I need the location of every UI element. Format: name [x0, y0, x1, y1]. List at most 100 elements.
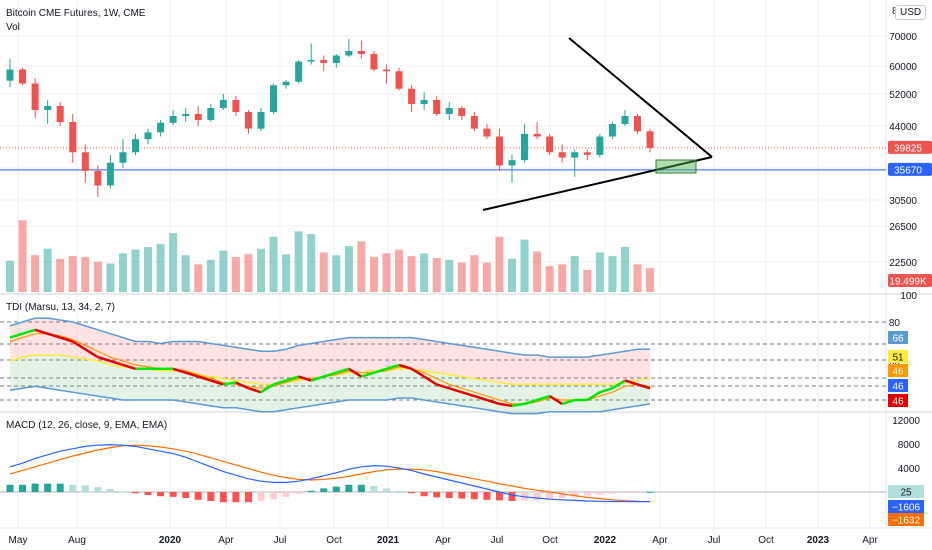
tdi-rsi-segment-38: [486, 398, 500, 406]
price-tick-label-5: 30500: [889, 196, 917, 207]
candle-body-22: [282, 81, 290, 86]
volume-bar-4: [56, 258, 65, 292]
macd-histogram-bar-51: [646, 491, 654, 493]
candle-body-24: [307, 60, 315, 62]
macd-histogram-bar-9: [119, 491, 127, 493]
candle-51: [646, 128, 654, 153]
macd-value-badge-text-2: −1632: [892, 516, 921, 527]
volume-bar-22: [282, 254, 291, 292]
candle-body-39: [495, 136, 503, 166]
candle-27: [345, 39, 353, 57]
macd-histogram-bar-21: [270, 492, 278, 500]
candle-35: [445, 102, 453, 120]
tdi-rsi-segment-41: [524, 398, 538, 406]
volume-bar-16: [206, 259, 215, 292]
x-axis[interactable]: May Aug 2020 Apr Jul Oct 2021 Apr Jul Oct 2022 Apr J…: [9, 535, 879, 546]
volume-bar-7: [93, 261, 102, 292]
price-tick-label-1: 60000: [889, 62, 917, 73]
volume-bar-37: [470, 255, 479, 292]
macd-value-badge-text-1: −1606: [892, 503, 921, 514]
volume-bar-49: [620, 246, 629, 292]
volume-pane: [6, 220, 655, 292]
candle-19: [244, 110, 252, 134]
volume-bar-3: [43, 248, 52, 292]
candle-body-44: [558, 152, 566, 158]
volume-bar-12: [156, 244, 165, 292]
tdi-rsi-segment-48: [611, 379, 626, 390]
volume-bar-36: [457, 262, 466, 292]
macd-histogram-bar-0: [6, 484, 14, 492]
candle-body-10: [132, 139, 139, 153]
volume-bar-51: [646, 268, 655, 292]
tdi-rsi-segment-19: [248, 387, 262, 394]
macd-histogram-bar-5: [69, 484, 77, 492]
volume-bar-19: [244, 254, 253, 292]
tdi-rsi-segment-9: [122, 363, 136, 370]
candle-33: [420, 92, 428, 110]
candle-body-49: [621, 116, 629, 124]
volume-bar-2: [31, 255, 40, 292]
candle-25: [320, 55, 328, 72]
tdi-rsi-segment-50: [637, 383, 651, 390]
x-tick-label-10: 2022: [594, 535, 617, 546]
volume-bar-47: [595, 252, 604, 292]
level-price-badge: 35670: [888, 162, 932, 176]
currency-button[interactable]: USD: [895, 5, 927, 20]
candle-body-0: [6, 69, 14, 81]
grid-lines: [0, 0, 886, 528]
candle-23: [295, 60, 303, 84]
price-bottom-cut-label: 100: [900, 291, 917, 302]
candle-39: [495, 128, 503, 171]
candle-body-4: [56, 106, 64, 122]
macd-tick-label-0: 12000: [892, 416, 920, 427]
candle-46: [583, 149, 591, 161]
candle-13: [169, 110, 177, 126]
volume-bar-9: [118, 253, 127, 292]
level-price-badge-bg: [888, 162, 932, 176]
volume-bar-40: [508, 258, 516, 292]
tdi-lower-fill: [10, 355, 651, 414]
candle-48: [608, 122, 616, 140]
volume-bar-32: [407, 256, 416, 292]
price-tick-label-2: 52000: [889, 90, 917, 101]
tdi-rsi-segment-3: [47, 332, 61, 339]
macd-signal-line: [9, 444, 651, 503]
volume-bar-30: [382, 253, 391, 292]
volume-bar-27: [344, 246, 353, 292]
volume-bar-31: [395, 249, 404, 292]
tdi-rsi-segment-20: [260, 383, 275, 394]
tdi-value-badge-bg-3: [888, 379, 908, 392]
candle-body-51: [646, 131, 654, 148]
tdi-rsi-segment-46: [586, 391, 601, 402]
candle-15: [194, 106, 202, 126]
candle-32: [408, 85, 416, 112]
x-tick-label-11: Apr: [652, 535, 668, 546]
tdi-rsi-segment-4: [59, 336, 74, 343]
macd-histogram-bar-14: [182, 492, 190, 498]
candle-50: [634, 114, 641, 134]
candle-41: [521, 124, 529, 163]
x-tick-label-0: May: [9, 535, 28, 546]
candle-body-33: [420, 100, 428, 104]
tdi-rsi-segment-49: [624, 379, 638, 386]
candle-body-29: [370, 54, 378, 70]
candle-body-50: [634, 116, 641, 132]
volume-bar-45: [570, 256, 579, 292]
macd-histogram-bar-40: [508, 492, 516, 501]
macd-histogram-bar-47: [596, 492, 604, 495]
tdi-rsi-segment-2: [34, 328, 49, 335]
macd-histogram-bar-33: [420, 492, 428, 497]
volume-label: Vol: [6, 22, 20, 33]
tdi-rsi-segment-27: [348, 367, 363, 378]
volume-badge-bg: [888, 274, 932, 287]
macd-value-badge-bg-0: [888, 485, 924, 498]
candle-body-1: [19, 69, 27, 84]
y-axis[interactable]: 7000060000520004400036000305002650022500…: [888, 6, 932, 527]
macd-histogram-bar-19: [244, 492, 252, 503]
candle-body-43: [546, 136, 554, 153]
volume-bar-28: [357, 241, 366, 292]
candle-body-46: [583, 152, 591, 155]
volume-bar-35: [445, 259, 454, 292]
macd-histogram-bar-28: [357, 484, 365, 492]
tdi-rsi-segment-13: [172, 367, 187, 374]
